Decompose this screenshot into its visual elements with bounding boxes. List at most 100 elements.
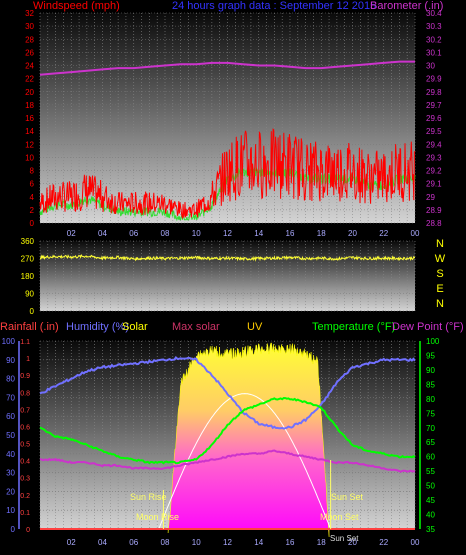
temperature-tick-label: 40: [426, 511, 435, 520]
windspeed-tick-label: 32: [25, 9, 34, 18]
bottom-x-tick-label: 04: [98, 538, 107, 547]
barometer-tick-label: 29.7: [426, 101, 442, 110]
top-x-tick-label: 10: [192, 229, 201, 238]
rainfall-tick-label: 1: [26, 356, 30, 363]
rainfall-tick-label: 0.3: [20, 476, 30, 483]
top-x-tick-label: 08: [161, 229, 170, 238]
solar-title: Solar: [122, 321, 148, 333]
compass-label: N: [436, 238, 444, 250]
top-x-tick-label: 22: [379, 229, 388, 238]
temperature-tick-label: 95: [426, 351, 435, 360]
wind-direction-tick-label: 360: [21, 237, 35, 246]
top-x-tick-label: 16: [286, 229, 295, 238]
temperature-tick-label: 100: [426, 337, 440, 346]
windspeed-tick-label: 20: [25, 88, 34, 97]
barometer-tick-label: 30.1: [426, 48, 442, 57]
barometer-tick-label: 29.8: [426, 88, 442, 97]
wind-direction-tick-label: 270: [21, 255, 35, 264]
compass-label: S: [436, 268, 443, 280]
top-x-tick-label: 12: [223, 229, 232, 238]
bottom-series: [39, 342, 416, 537]
humidity-tick-label: 90: [6, 356, 15, 365]
bottom-x-tick-label: 06: [129, 538, 138, 547]
sunset-clock-label: Sun Set: [330, 534, 359, 543]
temperature-title: Temperature (°F): [312, 321, 395, 333]
windspeed-tick-label: 0: [30, 219, 35, 228]
top-x-tick-label: 02: [67, 229, 76, 238]
temperature-tick-label: 35: [426, 525, 435, 534]
barometer-tick-label: 28.8: [426, 219, 442, 228]
barometer-tick-label: 29.9: [426, 75, 442, 84]
humidity-tick-label: 10: [6, 506, 15, 515]
bottom-axes: 0 10 20 30 40 50 60 70 80 90 100 0 0.1 0.2 0.3 0.4 0.5 0.…: [2, 337, 440, 534]
temperature-tick-label: 50: [426, 482, 435, 491]
windspeed-tick-label: 4: [30, 193, 35, 202]
windspeed-tick-label: 18: [25, 101, 34, 110]
graph-date-title: 24 hours graph data : September 12 2015: [172, 0, 376, 12]
wind-direction-line: [39, 253, 415, 262]
temperature-tick-label: 60: [426, 453, 435, 462]
humidity-tick-label: 100: [2, 337, 16, 346]
humidity-line: [39, 356, 416, 430]
temperature-tick-label: 45: [426, 496, 435, 505]
bottom-x-tick-label: 02: [67, 538, 76, 547]
temperature-tick-label: 70: [426, 424, 435, 433]
windspeed-tick-label: 8: [30, 167, 35, 176]
mid-grid: [39, 240, 416, 312]
dew-point-line: [39, 396, 416, 465]
barometer-tick-label: 29: [426, 193, 435, 202]
barometer-tick-label: 29.5: [426, 127, 442, 136]
wind-direction-series: [39, 253, 415, 262]
bottom-x-tick-label: 18: [317, 538, 326, 547]
top-x-tick-label: 06: [129, 229, 138, 238]
top-x-tick-label: 14: [254, 229, 263, 238]
top-x-axis: 02 04 06 08 10 12 14 16 18 20 22 00: [67, 229, 420, 238]
humidity-tick-label: 0: [11, 525, 16, 534]
temperature-line: [39, 449, 416, 473]
barometer-tick-label: 30.3: [426, 22, 442, 31]
temperature-tick-label: 85: [426, 380, 435, 389]
rainfall-tick-label: 0.7: [20, 407, 30, 414]
temperature-tick-label: 65: [426, 438, 435, 447]
rainfall-tick-label: 0.6: [20, 424, 30, 431]
barometer-line: [39, 60, 415, 76]
windspeed-tick-label: 14: [25, 127, 34, 136]
compass-label: N: [436, 298, 444, 310]
sunrise-label: Sun Rise: [130, 492, 167, 502]
uv-title: UV: [247, 321, 263, 333]
windspeed-tick-label: 30: [25, 22, 34, 31]
wind-direction-tick-label: 180: [21, 272, 35, 281]
humidity-tick-label: 50: [6, 431, 15, 440]
rainfall-tick-label: 0.4: [20, 459, 30, 466]
rainfall-tick-label: 0.2: [20, 493, 30, 500]
windspeed-tick-label: 12: [25, 140, 34, 149]
bottom-x-tick-label: 00: [411, 538, 420, 547]
temperature-tick-label: 80: [426, 395, 435, 404]
windspeed-tick-label: 28: [25, 35, 34, 44]
windspeed-tick-label: 10: [25, 153, 34, 162]
windspeed-tick-label: 26: [25, 48, 34, 57]
bottom-x-tick-label: 16: [286, 538, 295, 547]
barometer-tick-label: 29.1: [426, 180, 442, 189]
humidity-tick-label: 30: [6, 469, 15, 478]
temperature-tick-label: 55: [426, 467, 435, 476]
bottom-x-tick-label: 14: [254, 538, 263, 547]
rainfall-tick-label: 1.1: [20, 339, 30, 346]
barometer-tick-label: 30.4: [426, 9, 442, 18]
humidity-title: Humidity (%): [66, 321, 129, 333]
windspeed-tick-label: 6: [30, 180, 35, 189]
dewpoint-title: Dew Point (°F): [392, 321, 464, 333]
moonset-label: Moon Set: [320, 512, 359, 522]
wind-direction-tick-label: 0: [30, 307, 35, 316]
rainfall-tick-label: 0.8: [20, 390, 30, 397]
barometer-tick-label: 30.2: [426, 35, 442, 44]
rainfall-tick-label: 0.5: [20, 442, 30, 449]
rainfall-tick-label: 0.1: [20, 510, 30, 517]
humidity-tick-label: 40: [6, 450, 15, 459]
barometer-tick-label: 28.9: [426, 206, 442, 215]
sunset-label: Sun Set: [331, 492, 364, 502]
temperature-tick-label: 90: [426, 366, 435, 375]
barometer-tick-label: 29.6: [426, 114, 442, 123]
